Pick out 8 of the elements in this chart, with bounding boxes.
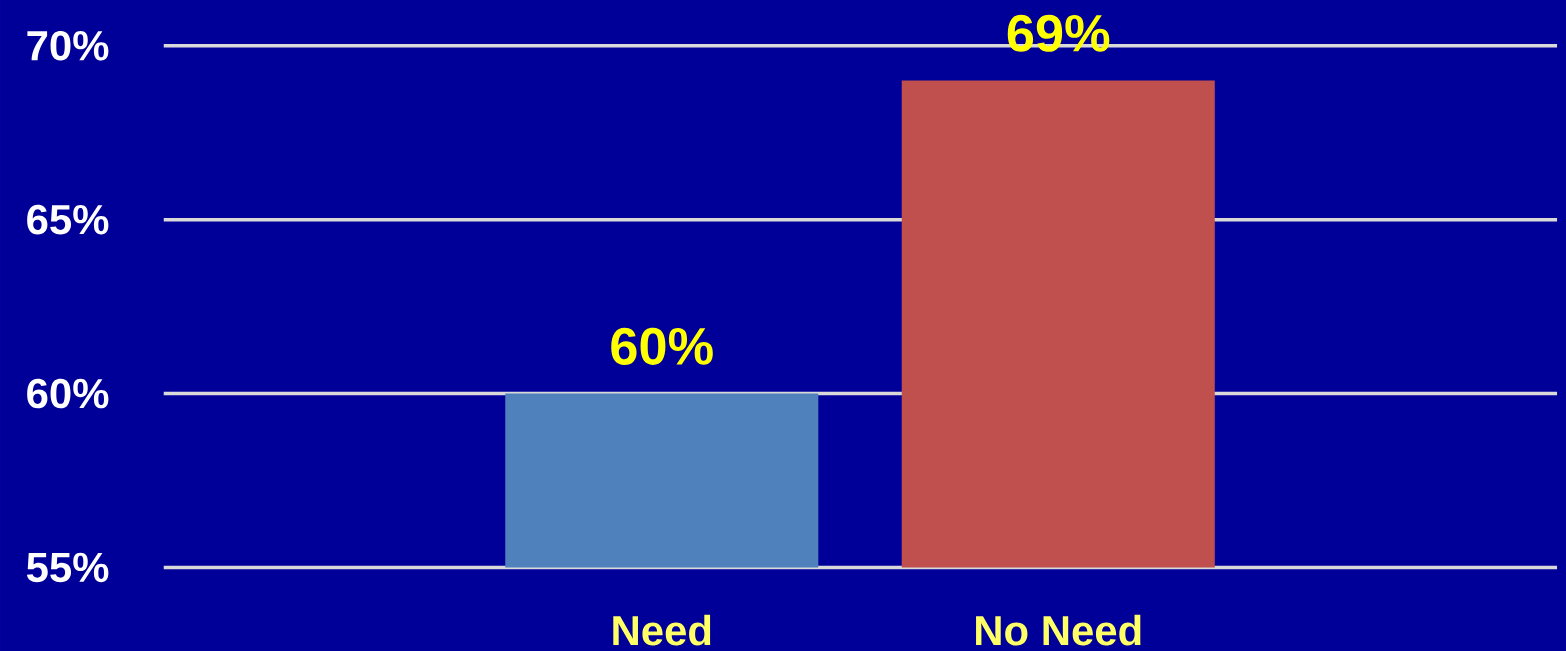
y-tick-label: 60%	[27, 378, 109, 409]
data-label: 69%	[1007, 14, 1110, 52]
x-tick-label: No Need	[976, 614, 1141, 646]
x-tick-label: Need	[613, 614, 711, 646]
y-tick-label: 55%	[26, 552, 109, 583]
data-label: 60%	[611, 327, 713, 365]
y-tick-label: 65%	[27, 204, 109, 235]
y-tick-label: 70%	[27, 30, 109, 61]
